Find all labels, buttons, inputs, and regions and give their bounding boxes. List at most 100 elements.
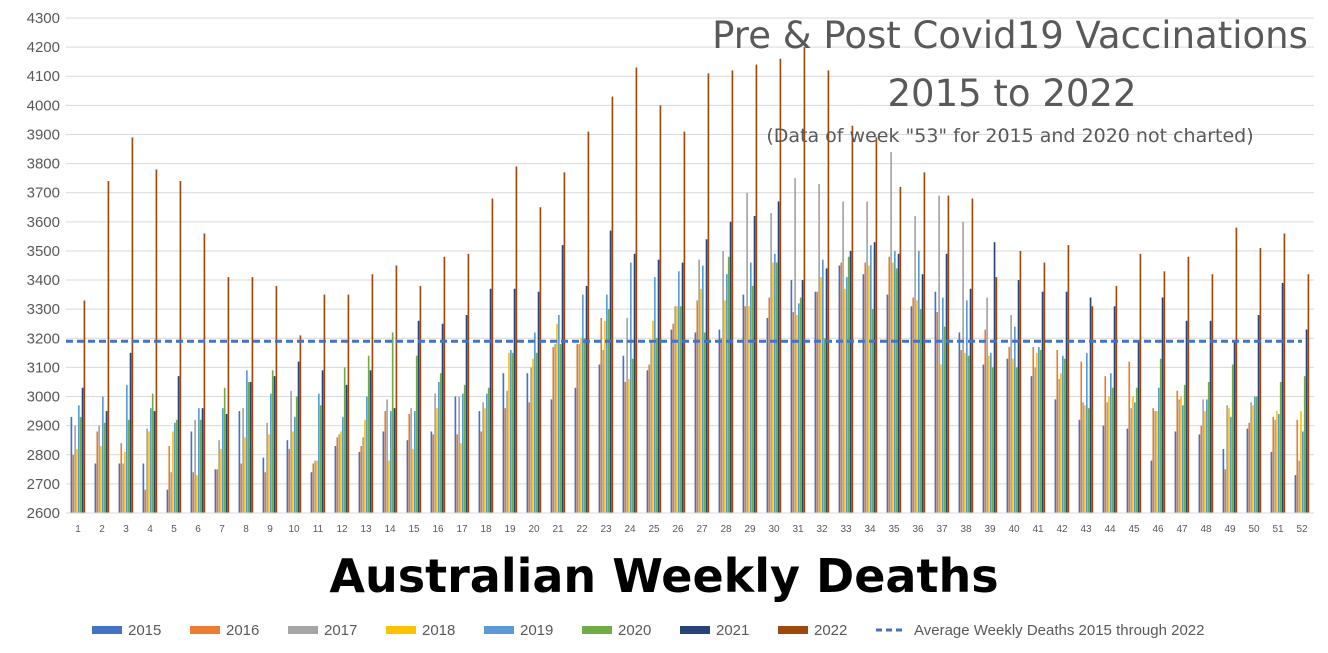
bar-2015-week-22 [574, 387, 577, 513]
bar-2015-week-16 [430, 431, 433, 513]
x-tick-label: 52 [1296, 524, 1308, 535]
x-tick-label: 49 [1224, 524, 1236, 535]
bar-2019-week-20 [534, 332, 536, 513]
bar-2017-week-8 [242, 408, 244, 513]
bar-2017-week-3 [122, 463, 124, 513]
bar-2016-week-33 [840, 262, 843, 513]
x-tick-label: 26 [672, 524, 684, 535]
bar-2021-week-9 [273, 376, 276, 513]
y-tick-label: 3700 [27, 185, 60, 202]
bar-2016-week-49 [1224, 469, 1227, 513]
y-tick-label: 3500 [27, 243, 60, 260]
bar-2017-week-36 [914, 216, 916, 513]
bar-2016-week-14 [384, 411, 387, 513]
bar-2022-week-38 [971, 198, 974, 513]
bar-2019-week-39 [990, 352, 992, 513]
bar-2021-week-28 [729, 221, 732, 513]
bar-2019-week-17 [462, 393, 464, 513]
bar-2021-week-32 [825, 268, 828, 513]
bar-2021-week-10 [297, 361, 300, 513]
chart-title: Pre & Post Covid19 Vaccinations [712, 14, 1308, 57]
bar-2022-week-44 [1115, 285, 1118, 513]
x-tick-label: 39 [984, 524, 996, 535]
bar-2020-week-25 [655, 338, 658, 513]
bar-2019-week-3 [126, 384, 128, 513]
bar-2022-week-26 [683, 131, 686, 513]
y-tick-label: 3000 [27, 389, 60, 406]
bar-2018-week-5 [172, 431, 174, 513]
bar-2020-week-38 [967, 355, 970, 513]
bar-2019-week-32 [822, 259, 824, 513]
bar-2018-week-10 [292, 431, 294, 513]
bar-2018-week-6 [196, 475, 198, 513]
bar-2018-week-27 [700, 288, 702, 513]
x-tick-label: 30 [768, 524, 780, 535]
bar-2015-week-26 [670, 329, 673, 513]
bar-2019-week-25 [654, 277, 656, 513]
bar-2015-week-28 [718, 329, 721, 513]
bar-2016-week-13 [360, 446, 363, 513]
y-axis: 2600 2700 2800 2900 3000 3100 3200 3300 3400 3500… [27, 10, 60, 522]
bar-2016-week-18 [480, 431, 483, 513]
x-tick-label: 6 [195, 524, 201, 535]
y-tick-label: 2600 [27, 505, 60, 522]
bar-2020-week-47 [1183, 384, 1186, 513]
x-tick-label: 31 [792, 524, 804, 535]
bar-2017-week-23 [602, 349, 604, 513]
y-tick-label: 4000 [27, 97, 60, 114]
bar-2020-week-11 [319, 405, 322, 513]
bar-2018-week-34 [868, 265, 870, 513]
bar-2021-week-4 [153, 411, 156, 513]
bar-2020-week-9 [271, 370, 274, 513]
y-tick-label: 3200 [27, 330, 60, 347]
x-tick-label: 28 [720, 524, 732, 535]
bar-2017-week-35 [890, 151, 892, 514]
bar-2016-week-12 [336, 437, 339, 513]
y-tick-label: 4200 [27, 39, 60, 56]
bar-2020-week-28 [727, 256, 730, 513]
bar-2019-week-35 [894, 250, 896, 514]
x-tick-label: 7 [219, 524, 225, 535]
bar-2016-week-15 [408, 414, 411, 513]
x-tick-label: 34 [864, 524, 876, 535]
bar-2019-week-6 [198, 408, 200, 513]
legend-swatch-2022 [778, 626, 808, 634]
bar-2018-week-4 [148, 431, 150, 513]
bar-2020-week-2 [103, 422, 106, 513]
bar-2017-week-9 [266, 422, 268, 513]
bar-2020-week-39 [991, 367, 994, 513]
bar-2019-week-37 [942, 297, 944, 513]
bar-2016-week-36 [912, 297, 915, 513]
bar-2016-week-24 [624, 381, 627, 513]
bar-2020-week-24 [631, 358, 634, 513]
bar-2018-week-23 [604, 320, 606, 513]
y-tick-label: 4300 [27, 10, 60, 27]
bar-2022-week-28 [731, 70, 734, 513]
bar-2022-week-11 [323, 294, 326, 513]
bar-2021-week-11 [321, 370, 324, 513]
bar-2022-week-43 [1091, 306, 1094, 513]
bar-2022-week-8 [251, 277, 254, 513]
gridlines [66, 17, 1314, 514]
bar-2021-week-21 [561, 245, 564, 513]
bar-2016-week-52 [1296, 419, 1299, 513]
bar-2018-week-9 [268, 434, 270, 513]
bar-2018-week-30 [772, 262, 774, 513]
x-tick-label: 11 [313, 524, 324, 535]
x-tick-label: 51 [1272, 524, 1284, 535]
bar-2021-week-50 [1257, 315, 1260, 513]
bar-2020-week-41 [1039, 349, 1042, 513]
y-tick-label: 3400 [27, 272, 60, 289]
bar-2021-week-42 [1065, 291, 1068, 513]
bar-2021-week-38 [969, 288, 972, 513]
bar-2020-week-20 [535, 352, 538, 513]
bar-2022-week-37 [947, 195, 950, 513]
bar-2017-week-16 [434, 393, 436, 513]
bar-2020-week-46 [1159, 358, 1162, 513]
x-tick-label: 24 [624, 524, 636, 535]
bar-2020-week-16 [439, 373, 442, 513]
bar-2019-week-48 [1206, 399, 1208, 513]
x-tick-label: 5 [171, 524, 177, 535]
bar-2018-week-52 [1300, 411, 1302, 513]
